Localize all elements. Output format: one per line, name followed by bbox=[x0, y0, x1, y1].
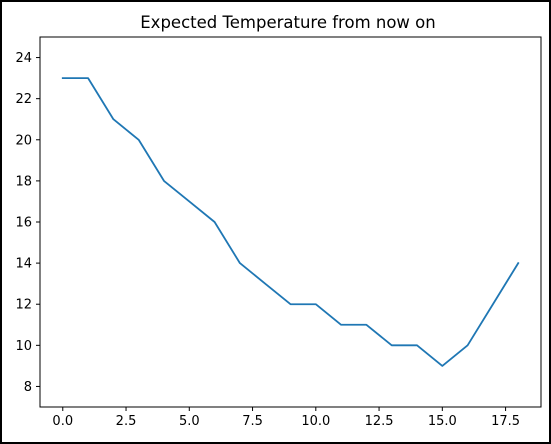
y-axis: 8 10 12 14 16 18 20 22 24 bbox=[15, 51, 40, 395]
y-tick-label: 16 bbox=[15, 216, 32, 231]
y-tick-label: 14 bbox=[15, 257, 32, 272]
plot-area-frame bbox=[39, 36, 542, 408]
x-tick-label: 15.0 bbox=[428, 414, 457, 429]
x-tick-label: 10.0 bbox=[301, 414, 330, 429]
x-tick-label: 2.5 bbox=[116, 414, 137, 429]
y-tick-label: 12 bbox=[15, 298, 32, 313]
x-axis: 0.0 2.5 5.0 7.5 10.0 12.5 15.0 17.5 bbox=[52, 407, 520, 429]
x-tick-label: 5.0 bbox=[179, 414, 200, 429]
y-tick-label: 18 bbox=[15, 174, 32, 189]
y-tick-label: 8 bbox=[24, 380, 32, 395]
y-tick-label: 24 bbox=[15, 51, 32, 66]
x-tick-label: 7.5 bbox=[242, 414, 263, 429]
series-line bbox=[61, 77, 520, 367]
y-tick-label: 22 bbox=[15, 92, 32, 107]
x-tick-label: 0.0 bbox=[52, 414, 73, 429]
y-tick-label: 10 bbox=[15, 339, 32, 354]
chart-title: Expected Temperature from now on bbox=[140, 13, 435, 32]
y-tick-label: 20 bbox=[15, 133, 32, 148]
series-layer bbox=[61, 77, 520, 367]
x-tick-label: 12.5 bbox=[365, 414, 394, 429]
x-tick-label: 17.5 bbox=[491, 414, 520, 429]
